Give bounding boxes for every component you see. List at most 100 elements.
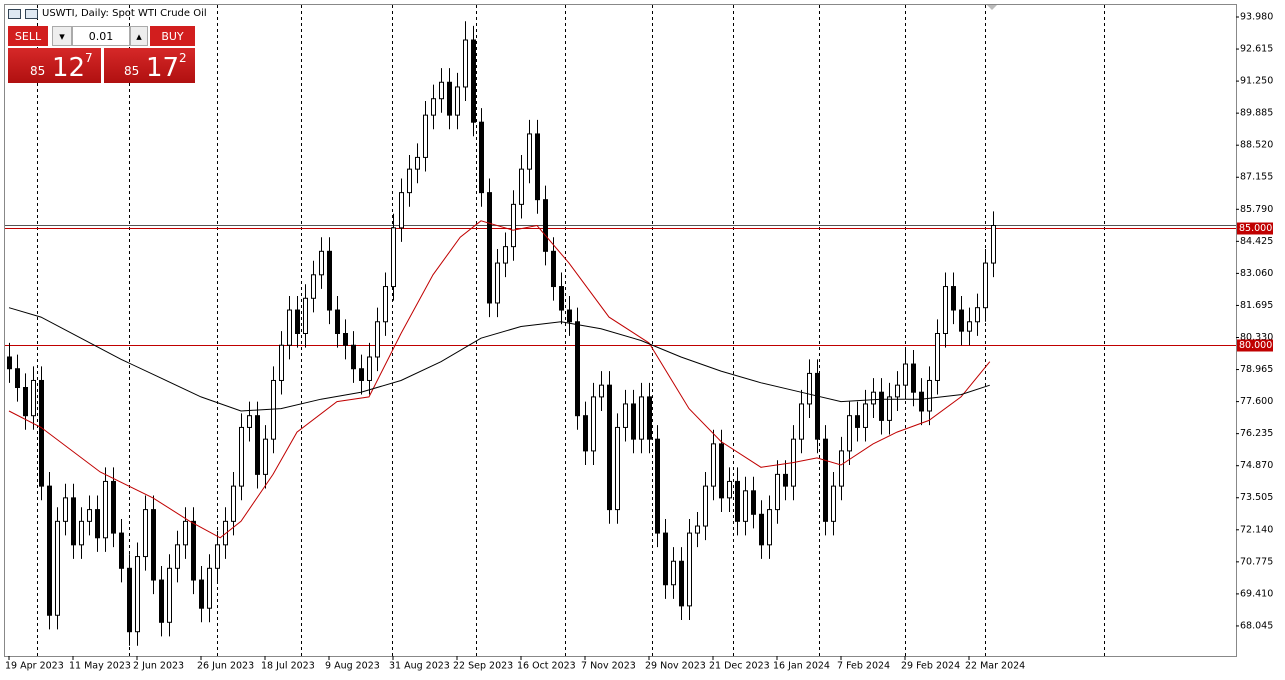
candle-body — [151, 509, 156, 581]
candle-body — [951, 286, 956, 311]
candle-body — [759, 513, 764, 546]
candle-body — [735, 480, 740, 522]
x-tick-label: 19 Apr 2023 — [5, 661, 64, 672]
candle-body — [511, 203, 516, 248]
candle-body — [367, 356, 372, 381]
candle-body — [687, 532, 692, 607]
y-tick-label: 87.155 — [1240, 172, 1273, 183]
candle-body — [591, 396, 596, 452]
chart-icon[interactable] — [25, 8, 38, 19]
candle-body — [103, 480, 108, 539]
ask-big: 85 — [124, 64, 140, 78]
candle-body — [703, 485, 708, 527]
x-tick-label: 22 Mar 2024 — [965, 661, 1025, 672]
candle-body — [903, 363, 908, 386]
candle-body — [879, 391, 884, 421]
candle-body — [711, 443, 716, 487]
candle-body — [487, 192, 492, 304]
y-tick-label: 80.330 — [1240, 332, 1273, 343]
candle-body — [743, 490, 748, 522]
candle-body — [359, 368, 364, 381]
y-tick-label: 89.885 — [1240, 108, 1273, 119]
bid-quote[interactable]: 85 12 7 — [8, 48, 101, 83]
candle-body — [559, 286, 564, 311]
candle-body — [159, 579, 164, 623]
candle-body — [311, 274, 316, 299]
candle-body — [255, 415, 260, 475]
candle-body — [191, 520, 196, 581]
candle-body — [679, 560, 684, 607]
candle-body — [79, 520, 84, 546]
candle-body — [607, 384, 612, 511]
trade-panel: SELL ▾ 0.01 ▴ BUY 85 12 7 85 17 2 — [8, 26, 195, 83]
candle-body — [439, 81, 444, 100]
x-tick-label: 7 Nov 2023 — [581, 661, 636, 672]
candle-body — [391, 227, 396, 288]
candle-body — [503, 246, 508, 264]
candle-body — [575, 321, 580, 417]
candle-body — [599, 384, 604, 398]
x-tick-label: 22 Sep 2023 — [453, 661, 513, 672]
bid-small: 7 — [85, 51, 93, 65]
y-tick-label: 88.520 — [1240, 140, 1273, 151]
y-tick-label: 81.695 — [1240, 300, 1273, 311]
candle-body — [751, 490, 756, 515]
candle-body — [127, 567, 132, 633]
candle-body — [975, 307, 980, 323]
candle-body — [15, 368, 20, 389]
y-tick-label: 92.615 — [1240, 44, 1273, 55]
lot-input[interactable]: 0.01 — [72, 26, 130, 46]
candle-body — [543, 199, 548, 252]
candle-body — [855, 415, 860, 428]
candle-body — [647, 396, 652, 440]
candle-body — [927, 379, 932, 412]
y-tick-label: 68.045 — [1240, 620, 1273, 631]
candle-body — [183, 520, 188, 546]
y-tick-label: 74.870 — [1240, 460, 1273, 471]
menu-icon[interactable] — [8, 8, 21, 19]
y-tick-label: 76.235 — [1240, 428, 1273, 439]
candle-body — [663, 532, 668, 586]
candle-body — [807, 372, 812, 405]
ask-quote[interactable]: 85 17 2 — [104, 48, 195, 83]
candle-body — [415, 156, 420, 170]
candle-body — [239, 426, 244, 487]
candle-body — [919, 391, 924, 412]
candle-body — [519, 168, 524, 205]
buy-button[interactable]: BUY — [150, 26, 195, 46]
ask-small: 2 — [179, 51, 187, 65]
candle-body — [231, 485, 236, 522]
candle-body — [295, 309, 300, 335]
candle-body — [383, 286, 388, 323]
candle-body — [351, 344, 356, 370]
candle-body — [199, 579, 204, 609]
x-tick-label: 31 Aug 2023 — [389, 661, 450, 672]
candle-body — [887, 396, 892, 421]
candle-body — [95, 509, 100, 539]
candle-body — [479, 121, 484, 194]
candle-body — [343, 333, 348, 346]
y-tick-label: 85.790 — [1240, 204, 1273, 215]
candle-body — [407, 168, 412, 194]
candle-body — [455, 86, 460, 116]
candle-body — [271, 379, 276, 440]
y-tick-label: 73.505 — [1240, 492, 1273, 503]
candle-body — [719, 443, 724, 499]
candle-body — [847, 415, 852, 452]
lot-down[interactable]: ▾ — [52, 26, 72, 46]
sell-button[interactable]: SELL — [8, 26, 48, 46]
x-tick-label: 26 Jun 2023 — [197, 661, 254, 672]
y-tick-label: 77.600 — [1240, 396, 1273, 407]
lot-up[interactable]: ▴ — [130, 26, 148, 46]
x-tick-label: 16 Oct 2023 — [517, 661, 576, 672]
candle-body — [207, 567, 212, 609]
candle-body — [695, 525, 700, 534]
y-tick-label: 84.425 — [1240, 236, 1273, 247]
candle-body — [279, 344, 284, 381]
candle-body — [463, 39, 468, 88]
plot-frame — [4, 4, 1237, 657]
candle-body — [495, 262, 500, 304]
candle-body — [135, 556, 140, 633]
candle-body — [775, 473, 780, 511]
